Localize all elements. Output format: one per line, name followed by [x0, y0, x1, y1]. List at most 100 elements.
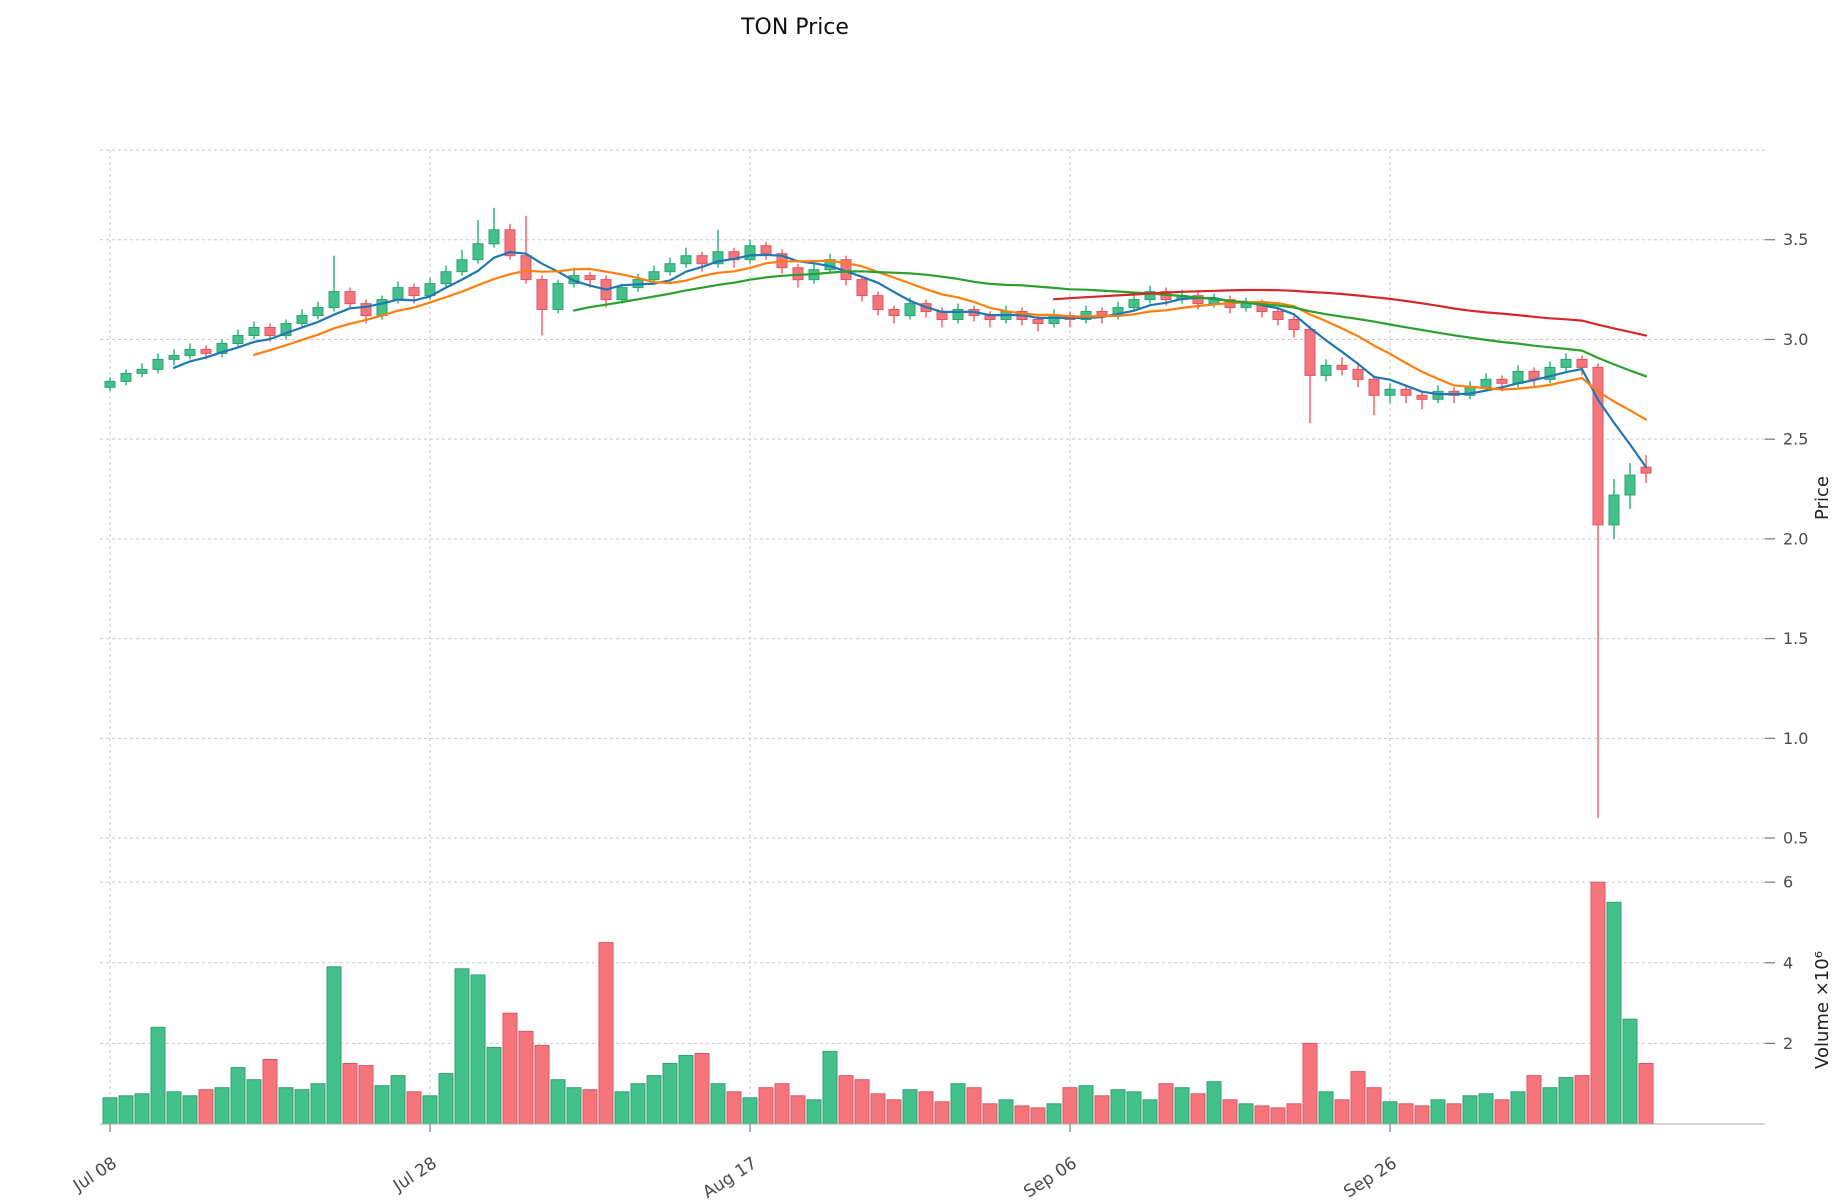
volume-bar: [1222, 1099, 1238, 1125]
volume-bar: [326, 966, 342, 1125]
moving-average-lines: [172, 251, 1648, 469]
candle-up: [616, 287, 628, 301]
volume-bar: [1334, 1099, 1350, 1125]
volume-bar: [598, 942, 614, 1125]
volume-bar: [1478, 1093, 1494, 1125]
date-tick-label: Aug 17: [699, 1153, 760, 1202]
candle-up: [152, 358, 164, 370]
volume-bar: [982, 1103, 998, 1125]
volume-bar: [822, 1050, 838, 1125]
volume-bar: [166, 1091, 182, 1125]
volume-bar: [758, 1087, 774, 1125]
volume-bar: [1414, 1105, 1430, 1125]
volume-bar: [278, 1087, 294, 1125]
volume-bar: [694, 1053, 710, 1125]
candle-up: [1560, 358, 1572, 368]
volume-bar: [1462, 1095, 1478, 1125]
volume-bar: [182, 1095, 198, 1125]
candle-down: [1496, 378, 1508, 384]
volume-bar: [566, 1087, 582, 1125]
volume-tick-label: 6: [1783, 873, 1793, 892]
volume-bar: [374, 1085, 390, 1125]
volume-bar: [294, 1089, 310, 1125]
volume-bar: [310, 1083, 326, 1125]
candle-up: [296, 315, 308, 324]
candle-down: [520, 255, 532, 281]
volume-bar: [710, 1083, 726, 1125]
candle-down: [888, 309, 900, 316]
volume-bar: [1510, 1091, 1526, 1125]
volume-bar: [662, 1063, 678, 1125]
gridlines: [100, 149, 1765, 1124]
candle-up: [392, 287, 404, 301]
candle-up: [1320, 364, 1332, 376]
volume-bar: [406, 1091, 422, 1125]
volume-bar: [1446, 1103, 1462, 1125]
volume-bar: [1494, 1099, 1510, 1125]
price-tick-label: 1.5: [1783, 629, 1808, 648]
volume-bar: [486, 1046, 502, 1125]
volume-bar: [1254, 1105, 1270, 1125]
price-tick-label: 2.5: [1783, 430, 1808, 449]
volume-bar: [1110, 1089, 1126, 1125]
price-tick-label: 3.5: [1783, 230, 1808, 249]
candle-up: [1624, 474, 1636, 496]
price-axis-label: Price: [1812, 476, 1833, 520]
volume-bar: [1030, 1107, 1046, 1125]
candle-down: [1304, 329, 1316, 376]
volume-bar: [918, 1091, 934, 1125]
volume-bar: [886, 1099, 902, 1125]
volume-bar: [150, 1026, 166, 1125]
volume-bar: [934, 1101, 950, 1125]
candle-up: [280, 323, 292, 336]
candle-down: [1096, 311, 1108, 316]
volume-bar: [214, 1087, 230, 1125]
candle-up: [456, 259, 468, 273]
volume-bar: [742, 1097, 758, 1125]
volume-bar: [950, 1083, 966, 1125]
volume-bar: [518, 1030, 534, 1125]
volume-bar: [1318, 1091, 1334, 1125]
volume-bar: [118, 1095, 134, 1125]
price-tick-label: 1.0: [1783, 729, 1808, 748]
volume-bar: [646, 1075, 662, 1125]
candle-up: [1608, 494, 1620, 526]
candle-up: [248, 327, 260, 336]
volume-bar: [1014, 1105, 1030, 1125]
candle-down: [872, 295, 884, 311]
volume-bar: [1062, 1087, 1078, 1125]
candle-up: [440, 271, 452, 285]
candle-down: [856, 279, 868, 297]
candle-up: [104, 380, 116, 388]
volume-bar: [582, 1089, 598, 1125]
volume-bar: [1302, 1042, 1318, 1125]
ma5-line: [172, 251, 1648, 469]
volume-bar: [1366, 1087, 1382, 1125]
volume-bar: [790, 1095, 806, 1125]
price-tick-label: 3.0: [1783, 330, 1808, 349]
candle-up: [216, 342, 228, 354]
volume-bar: [1430, 1099, 1446, 1125]
candle-up: [1384, 388, 1396, 396]
candle-up: [168, 354, 180, 360]
ma60-line: [1052, 288, 1648, 337]
candle-down: [1416, 394, 1428, 400]
volume-bar: [630, 1083, 646, 1125]
volume-bar: [838, 1075, 854, 1125]
volume-bar: [454, 968, 470, 1125]
volume-bar: [1174, 1087, 1190, 1125]
volume-bar: [390, 1075, 406, 1125]
chart-title: TON Price: [740, 15, 849, 40]
candle-down: [1576, 358, 1588, 368]
candle-up: [552, 283, 564, 311]
volume-bar: [1078, 1085, 1094, 1125]
candle-down: [1336, 364, 1348, 370]
date-tick-label: Sep 06: [1020, 1153, 1080, 1202]
candle-up: [664, 263, 676, 273]
candle-up: [136, 368, 148, 374]
candle-down: [1288, 319, 1300, 330]
volume-bar: [198, 1089, 214, 1125]
volume-bar: [1398, 1103, 1414, 1125]
candle-down: [200, 348, 212, 354]
